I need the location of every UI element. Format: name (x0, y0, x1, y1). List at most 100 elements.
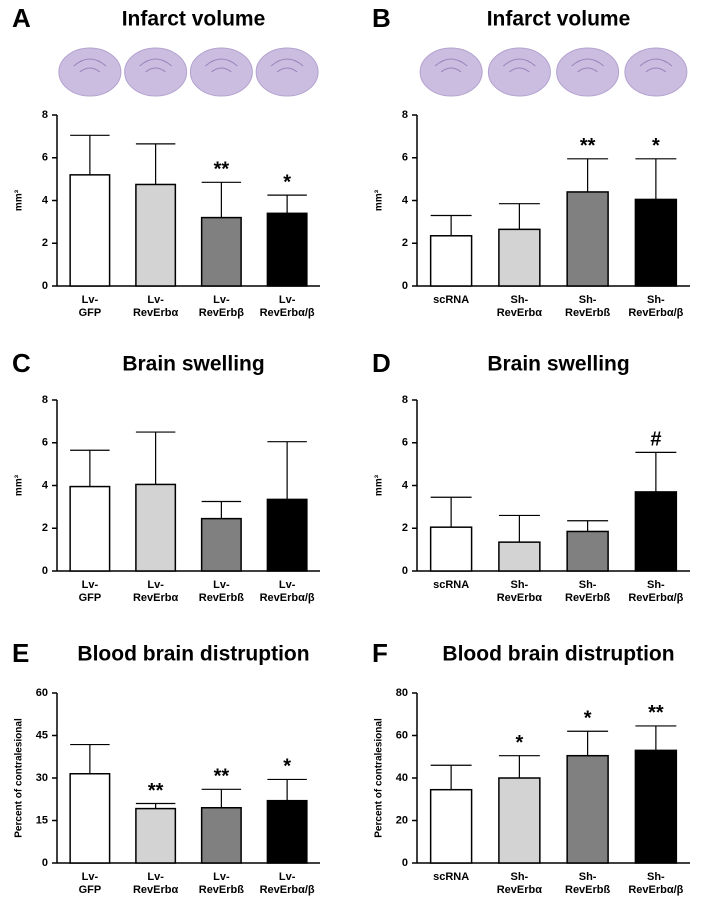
x-tick-label-line: Lv- (82, 871, 99, 883)
brain-image (556, 47, 620, 97)
bar (498, 777, 541, 864)
x-tick-label-line: scRNA (433, 871, 469, 883)
bar (498, 228, 541, 287)
brain-image (487, 47, 551, 97)
x-tick-label-line: RevErbα (133, 884, 179, 896)
x-tick-label-line: RevErbα/β (260, 307, 315, 319)
x-tick-label: Sh-RevErbß (565, 871, 611, 896)
bar (566, 530, 609, 572)
brain-section (624, 47, 688, 97)
panel-letter: A (12, 3, 31, 33)
x-tick-label: Lv-RevErbß (199, 579, 245, 604)
brain-section (189, 47, 253, 97)
y-tick-label: 15 (36, 814, 48, 826)
x-tick-label-line: Lv- (147, 579, 164, 591)
x-tick-label-line: GFP (79, 884, 102, 896)
x-tick-label: Lv-RevErbβ (199, 294, 245, 319)
significance-mark: * (283, 171, 291, 193)
y-tick-label: 0 (402, 280, 408, 292)
y-tick-label: 6 (42, 152, 48, 164)
x-tick-label: Sh-RevErbα (497, 579, 543, 604)
y-tick-label: 8 (402, 394, 408, 406)
x-tick-label: Sh-RevErbα/β (628, 871, 683, 896)
x-tick-label-line: scRNA (433, 294, 469, 306)
panel-letter: D (372, 348, 391, 378)
panel-letter: E (12, 638, 29, 668)
x-tick-label: Sh-RevErbα (497, 294, 543, 319)
x-tick-label-line: RevErbα/β (628, 884, 683, 896)
bar (429, 526, 473, 572)
bar (200, 216, 242, 287)
y-axis-label: mm³ (14, 189, 25, 211)
chart-title: Infarct volume (487, 8, 631, 31)
x-tick-label-line: RevErbα/β (260, 592, 315, 604)
x-tick-label-line: RevErbα (133, 592, 179, 604)
significance-mark: ** (214, 159, 230, 181)
brain-detail (205, 58, 238, 73)
y-tick-label: 4 (402, 194, 409, 206)
x-tick-label-line: Lv- (147, 871, 164, 883)
panel-letter: F (372, 638, 388, 668)
x-tick-label-line: GFP (79, 592, 102, 604)
brain-section (556, 47, 620, 97)
bar (69, 773, 111, 864)
y-tick-label: 4 (402, 479, 409, 491)
x-tick-label-line: Lv- (279, 871, 296, 883)
x-tick-label: Lv-RevErbα/β (260, 294, 315, 319)
y-tick-label: 0 (42, 280, 48, 292)
bar (135, 183, 177, 287)
x-tick-label-line: Sh- (511, 579, 529, 591)
bar (566, 754, 609, 864)
x-tick-label-line: RevErbα (497, 592, 543, 604)
x-tick-label-line: RevErbα/β (628, 592, 683, 604)
x-tick-label-line: Sh- (511, 871, 529, 883)
x-tick-label-line: RevErbα (133, 307, 179, 319)
x-tick-label: Sh-RevErbα (497, 871, 543, 896)
bar (634, 198, 678, 287)
bar (634, 749, 678, 864)
panel-letter: C (12, 348, 31, 378)
y-axis-label: mm³ (374, 189, 385, 211)
bar (200, 807, 242, 864)
x-tick-label-line: Sh- (579, 871, 597, 883)
y-tick-label: 0 (42, 565, 48, 577)
y-tick-label: 80 (396, 687, 408, 699)
y-axis-label: Percent of contralesional (14, 718, 25, 838)
x-tick-label-line: Sh- (579, 579, 597, 591)
x-tick-label-line: Lv- (279, 579, 296, 591)
brain-detail (139, 58, 172, 73)
y-axis-label: mm³ (374, 474, 385, 496)
chart-title: Infarct volume (122, 8, 266, 31)
brain-image (189, 47, 253, 97)
significance-mark: * (283, 756, 291, 778)
y-tick-label: 2 (42, 522, 48, 534)
bar (69, 174, 111, 287)
bar (634, 491, 678, 572)
x-tick-label-line: RevErbα (497, 884, 543, 896)
brain-detail (434, 58, 468, 73)
chart-title: Blood brain distruption (77, 643, 309, 666)
brain-detail (270, 58, 304, 73)
x-tick-label-line: RevErbß (565, 592, 611, 604)
bar (135, 807, 177, 864)
bar (266, 498, 308, 572)
y-tick-label: 60 (36, 687, 48, 699)
brain-image (124, 47, 188, 97)
significance-mark: ** (580, 135, 596, 157)
x-tick-label: Sh-RevErbß (565, 579, 611, 604)
brain-section (124, 47, 188, 97)
y-tick-label: 60 (396, 729, 408, 741)
x-tick-label-line: RevErbß (199, 884, 245, 896)
brain-image (255, 47, 319, 97)
y-tick-label: 0 (402, 857, 408, 869)
x-tick-label: Lv-GFP (79, 579, 102, 604)
bar (498, 541, 541, 572)
x-tick-label-line: RevErbα/β (628, 307, 683, 319)
x-tick-label-line: Sh- (647, 294, 665, 306)
x-tick-label: scRNA (433, 579, 469, 591)
x-tick-label-line: RevErbß (565, 884, 611, 896)
significance-mark: * (652, 135, 660, 157)
brain-section (419, 47, 483, 97)
brain-image (419, 47, 483, 97)
